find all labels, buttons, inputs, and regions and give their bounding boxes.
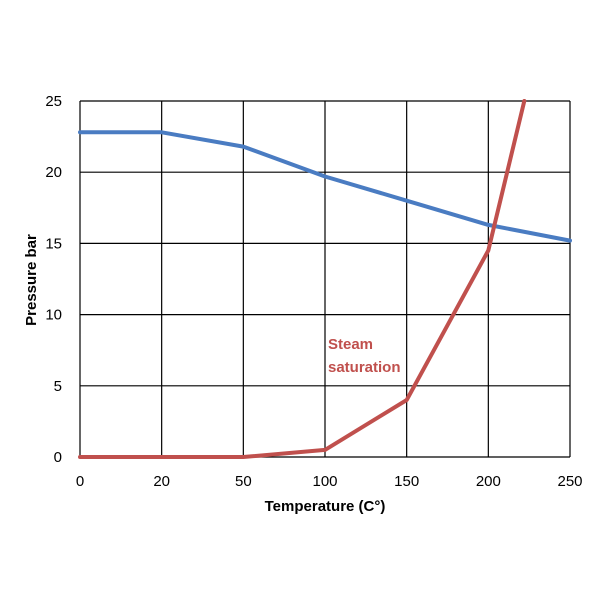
y-tick-label: 25 [45,93,62,110]
y-tick-label: 15 [45,235,62,252]
y-tick-label: 0 [54,449,62,466]
y-tick-label: 10 [45,307,62,324]
y-tick-label: 5 [54,378,62,395]
y-axis-title: Pressure bar [23,234,40,326]
x-tick-label: 50 [235,473,252,490]
x-axis-title: Temperature (C°) [265,498,386,515]
chart-series [78,99,572,459]
x-tick-label: 200 [476,473,501,490]
y-tick-label: 20 [45,164,62,181]
pressure-series-line [78,130,572,243]
steam-saturation-series-line [78,99,527,459]
annotation-line: Steam [328,336,373,353]
annotation-line: saturation [328,359,401,376]
x-tick-label: 20 [153,473,170,490]
x-tick-label: 250 [557,473,582,490]
chart-ticks: 0 20 50 100 150 200 250 0 5 10 15 20 25 [45,93,582,490]
x-tick-label: 0 [76,473,84,490]
x-tick-label: 150 [394,473,419,490]
steam-saturation-annotation: Steam saturation [328,336,401,376]
x-tick-label: 100 [312,473,337,490]
chart-grid [79,100,571,458]
